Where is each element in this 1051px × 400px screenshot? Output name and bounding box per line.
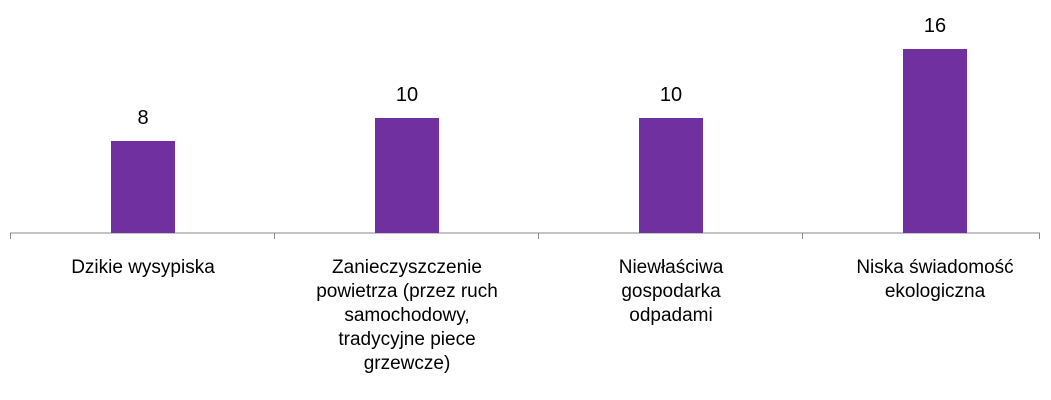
data-label: 8 <box>137 107 148 129</box>
data-label: 10 <box>660 84 682 106</box>
data-label: 16 <box>924 15 946 37</box>
x-tick-label: Zanieczyszczenie powietrza (przez ruch s… <box>316 257 498 374</box>
bar <box>903 49 967 233</box>
x-tick-label: Niewłaściwa gospodarka odpadami <box>618 257 724 326</box>
bar <box>375 118 439 233</box>
x-tick-label: Dzikie wysypiska <box>71 257 215 278</box>
bar <box>111 141 175 233</box>
x-tick-label: Niska świadomość ekologiczna <box>856 257 1014 302</box>
bar <box>639 118 703 233</box>
data-label: 10 <box>396 84 418 106</box>
